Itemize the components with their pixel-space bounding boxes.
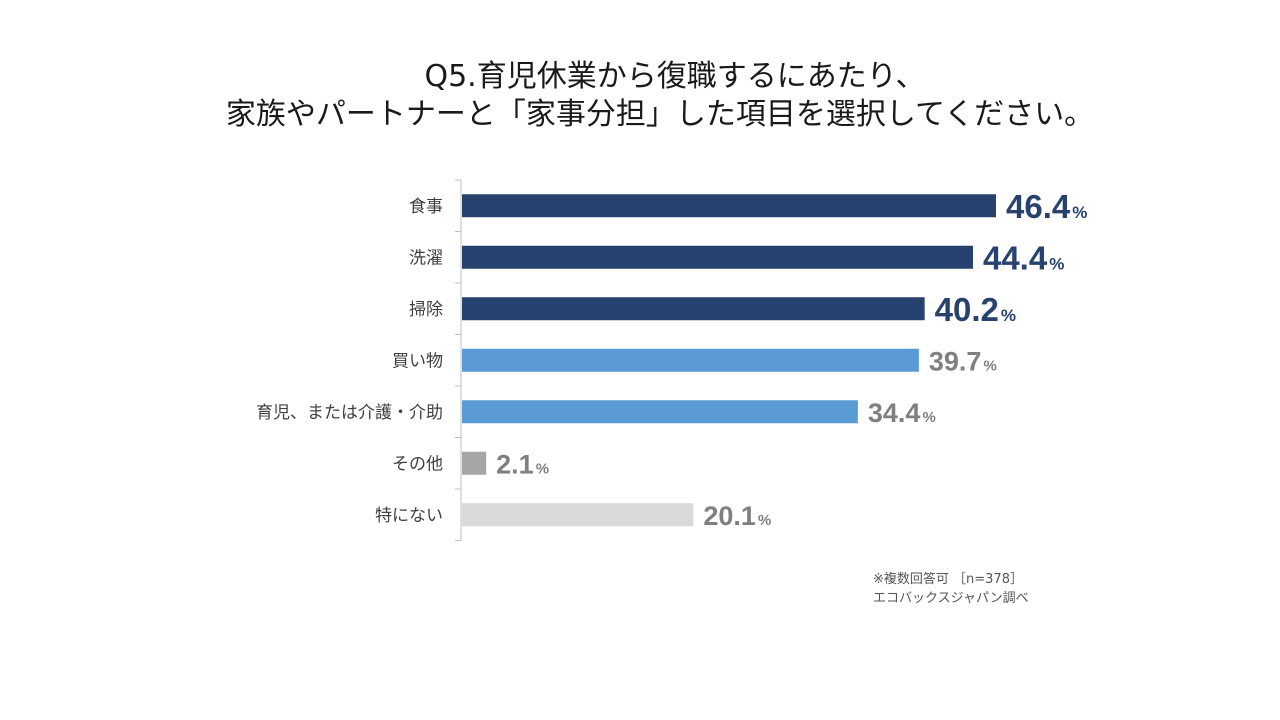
value-label: 40.2% [935,291,1016,328]
chart-title-line-1: Q5.育児休業から復職するにあたり、 [424,59,926,94]
category-label: 特にない [375,506,443,526]
category-label: 買い物 [392,351,443,371]
value-label: 39.7% [929,346,997,376]
category-label: 洗濯 [409,248,443,268]
chart-title-line-2: 家族やパートナーと「家事分担」した項目を選択してください。 [225,97,1095,132]
value-label: 2.1% [496,449,549,479]
bar [462,245,973,269]
chart-title: Q5.育児休業から復職するにあたり、 家族やパートナーと「家事分担」した項目を選… [0,58,1280,134]
footnote-source: エコバックスジャパン調べ [873,591,1029,606]
category-label: 育児、または介護・介助 [256,403,443,423]
bar [462,451,487,475]
value-label: 20.1% [703,501,771,531]
value-label: 34.4% [868,398,936,428]
bar [462,400,858,424]
bar [462,297,925,321]
category-label: その他 [392,454,443,474]
bar [462,503,694,527]
footnote: ※複数回答可 ［n=378］ エコバックスジャパン調べ [873,570,1029,608]
footnote-sample-size: ※複数回答可 ［n=378］ [873,572,1023,587]
value-label: 44.4% [983,239,1064,276]
value-label: 46.4% [1006,188,1087,225]
bar [462,348,919,372]
category-label: 食事 [409,197,443,217]
bar [462,194,996,218]
category-label: 掃除 [409,300,443,320]
